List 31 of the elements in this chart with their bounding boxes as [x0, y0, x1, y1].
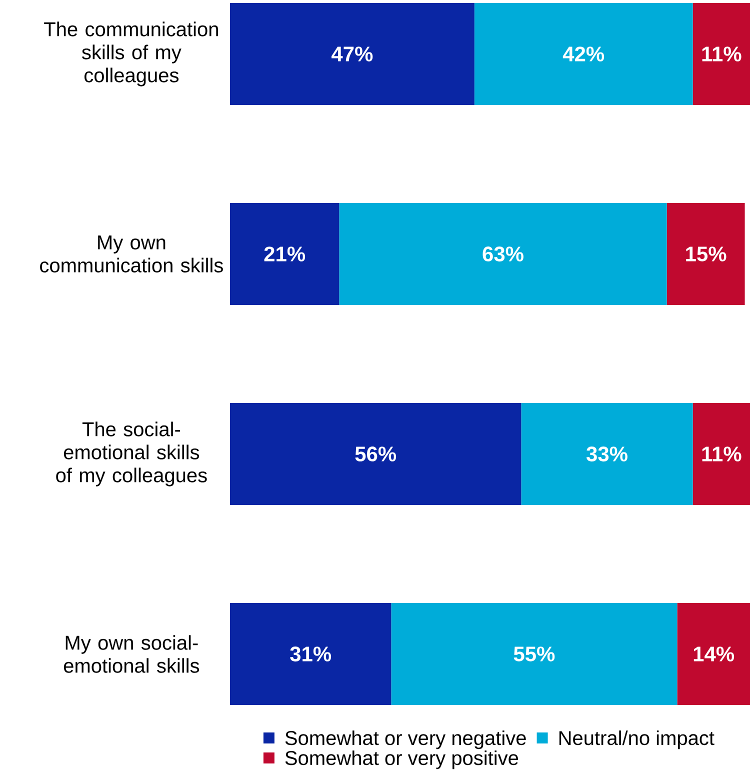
data-label: 21%	[264, 246, 306, 262]
data-label: 15%	[686, 246, 726, 262]
data-label: 33%	[586, 446, 628, 462]
data-label: 56%	[355, 446, 396, 462]
data-label: 42%	[562, 46, 604, 62]
bar	[692, 3, 750, 106]
bar	[230, 603, 392, 706]
bar	[692, 403, 750, 506]
y-tick-label: My own communication skills	[40, 236, 223, 272]
bar	[230, 3, 474, 106]
bar	[230, 203, 340, 306]
legend-label: Neutral/no impact	[559, 730, 714, 750]
bar	[391, 603, 678, 706]
y-tick-label: My own social-emotional skills	[64, 635, 200, 673]
data-label: 63%	[482, 246, 524, 262]
legend-label: Somewhat or very positive	[285, 750, 518, 770]
bar	[230, 403, 522, 506]
bar	[521, 403, 693, 506]
y-tick-label: The communication skills of my colleagues	[44, 22, 218, 86]
data-label: 11%	[702, 46, 742, 62]
data-label: 55%	[514, 646, 555, 662]
data-label: 47%	[332, 46, 373, 62]
bar	[677, 603, 750, 706]
bar	[474, 3, 693, 106]
bar	[339, 203, 667, 306]
data-label: 11%	[702, 446, 742, 462]
data-label: 14%	[694, 646, 734, 662]
legend-label: Somewhat or very negative	[285, 730, 526, 750]
bar	[666, 203, 745, 306]
y-tick-label: The social-emotional skills of my colleagues	[56, 422, 207, 486]
data-label: 31%	[290, 646, 332, 662]
